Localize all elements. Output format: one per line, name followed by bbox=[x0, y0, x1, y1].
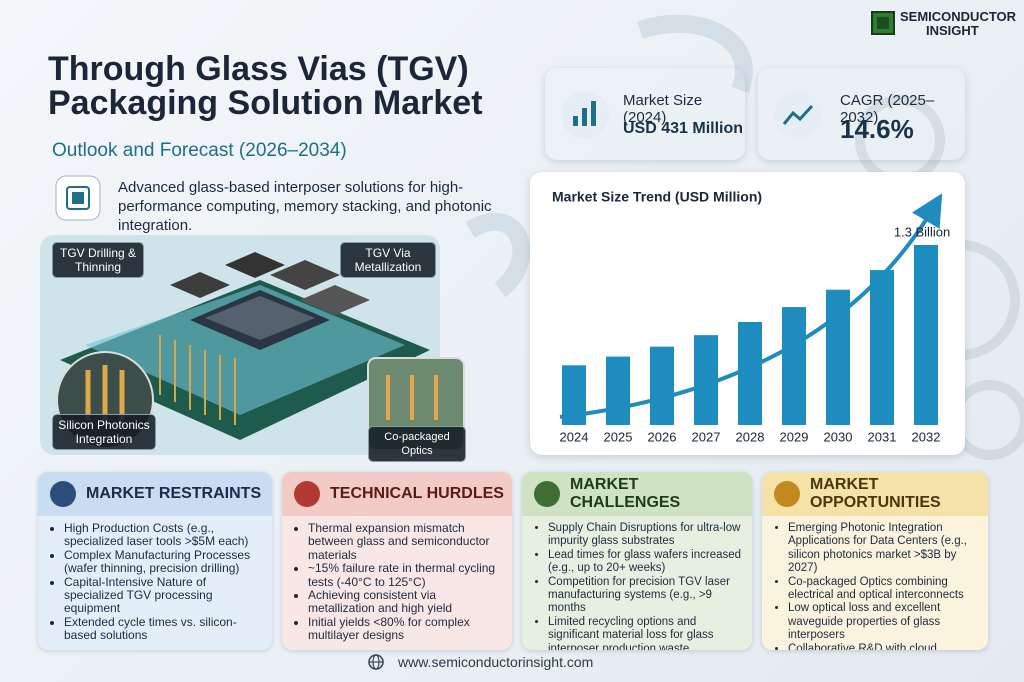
x-tick-label: 2032 bbox=[912, 429, 941, 444]
panel: TECHNICAL HURDLES Thermal expansion mism… bbox=[282, 472, 512, 650]
panel-item: Lead times for glass wafers increased (e… bbox=[548, 549, 742, 576]
panel-item: Thermal expansion mismatch between glass… bbox=[308, 521, 502, 562]
panel-header: TECHNICAL HURDLES bbox=[282, 472, 512, 516]
panel-icon bbox=[294, 481, 320, 507]
panel-item: Achieving consistent via metallization a… bbox=[308, 588, 502, 616]
bar bbox=[606, 356, 630, 425]
panel: MARKET OPPORTUNITIES Emerging Photonic I… bbox=[762, 472, 988, 650]
stat-card: CAGR (2025–2032) 14.6% bbox=[758, 68, 965, 160]
x-tick-label: 2030 bbox=[824, 429, 853, 444]
panel-list: Emerging Photonic Integration Applicatio… bbox=[762, 522, 988, 650]
panel-list: Thermal expansion mismatch between glass… bbox=[282, 521, 512, 643]
panel-item: ~15% failure rate in thermal cycling tes… bbox=[308, 562, 502, 589]
panel-item: Collaborative R&D with cloud providers f… bbox=[788, 643, 978, 650]
panel-item: Complex Manufacturing Processes (wafer t… bbox=[64, 548, 262, 576]
panel-item: Emerging Photonic Integration Applicatio… bbox=[788, 522, 978, 576]
panel-item: Supply Chain Disruptions for ultra-low i… bbox=[548, 522, 742, 549]
panel-item: Low optical loss and excellent waveguide… bbox=[788, 602, 978, 642]
image-label: Co-packaged Optics bbox=[368, 426, 466, 462]
x-tick-label: 2026 bbox=[648, 429, 677, 444]
logo-line: INSIGHT bbox=[926, 23, 979, 38]
stat-value: USD 431 Million bbox=[623, 120, 744, 137]
footer-url: www.semiconductorinsight.com bbox=[398, 654, 594, 670]
chart: Market Size Trend (USD Million) 2024 2025… bbox=[552, 189, 950, 445]
panel-list: Supply Chain Disruptions for ultra-low i… bbox=[522, 522, 752, 650]
stat-value: 14.6% bbox=[840, 114, 914, 144]
panel-title: MARKET OPPORTUNITIES bbox=[810, 476, 941, 511]
bar bbox=[914, 245, 938, 425]
x-tick-label: 2024 bbox=[560, 429, 589, 444]
panel-item: High Production Costs (e.g., specialized… bbox=[64, 521, 262, 549]
panel: MARKET RESTRAINTS High Production Costs … bbox=[38, 472, 272, 650]
bar bbox=[826, 289, 850, 425]
panel-header: MARKET RESTRAINTS bbox=[38, 472, 272, 516]
panel-icon bbox=[534, 481, 560, 507]
annotation: 1.3 Billion bbox=[894, 224, 950, 239]
panel-list: High Production Costs (e.g., specialized… bbox=[38, 521, 272, 643]
panel-title: MARKET RESTRAINTS bbox=[86, 485, 262, 502]
panel-item: Capital-Intensive Nature of specialized … bbox=[64, 575, 262, 616]
chart-card: Market Size Trend (USD Million) 2024 2025… bbox=[530, 172, 965, 455]
image-label: TGV Via Metallization bbox=[340, 242, 436, 278]
x-tick-label: 2025 bbox=[604, 429, 633, 444]
stat-label: CAGR (2025–2032) bbox=[840, 92, 935, 126]
panel-icon bbox=[50, 481, 76, 507]
description: Advanced glass-based interposer solution… bbox=[118, 179, 492, 234]
panel-header: MARKET OPPORTUNITIES bbox=[762, 472, 988, 516]
image-label: Silicon Photonics Integration bbox=[52, 414, 156, 450]
x-tick-label: 2027 bbox=[692, 429, 721, 444]
image-label: TGV Drilling & Thinning bbox=[52, 242, 144, 278]
panel-item: Limited recycling options and significan… bbox=[548, 616, 742, 650]
panel-item: Co-packaged Optics combining electrical … bbox=[788, 576, 978, 603]
bar bbox=[870, 270, 894, 425]
panel: MARKET CHALLENGES Supply Chain Disruptio… bbox=[522, 472, 752, 650]
panel-title: MARKET CHALLENGES bbox=[570, 476, 681, 511]
bar bbox=[782, 307, 806, 425]
logo-line: SEMICONDUCTOR bbox=[900, 9, 1017, 24]
x-tick-label: 2031 bbox=[868, 429, 897, 444]
x-tick-label: 2029 bbox=[780, 429, 809, 444]
stat-label: Market Size (2024) bbox=[623, 92, 703, 126]
chart-title: Market Size Trend (USD Million) bbox=[552, 189, 762, 205]
panel-item: Initial yields <80% for complex multilay… bbox=[308, 615, 502, 643]
subtitle: Outlook and Forecast (2026–2034) bbox=[52, 140, 347, 161]
panel-header: MARKET CHALLENGES bbox=[522, 472, 752, 516]
title: Through Glass Vias (TGV) Packaging Solut… bbox=[48, 50, 483, 122]
panel-title: TECHNICAL HURDLES bbox=[330, 485, 504, 502]
bar bbox=[562, 365, 586, 425]
bar bbox=[738, 321, 762, 425]
panel-item: Extended cycle times vs. silicon-based s… bbox=[64, 615, 262, 643]
logo: SEMICONDUCTOR INSIGHT bbox=[900, 10, 1016, 38]
bar bbox=[694, 335, 718, 425]
panel-item: Competition for precision TGV laser manu… bbox=[548, 576, 742, 616]
panel-icon bbox=[774, 481, 800, 507]
stat-card: Market Size (2024) USD 431 Million bbox=[545, 68, 745, 160]
bar bbox=[650, 346, 674, 425]
x-tick-label: 2028 bbox=[736, 429, 765, 444]
